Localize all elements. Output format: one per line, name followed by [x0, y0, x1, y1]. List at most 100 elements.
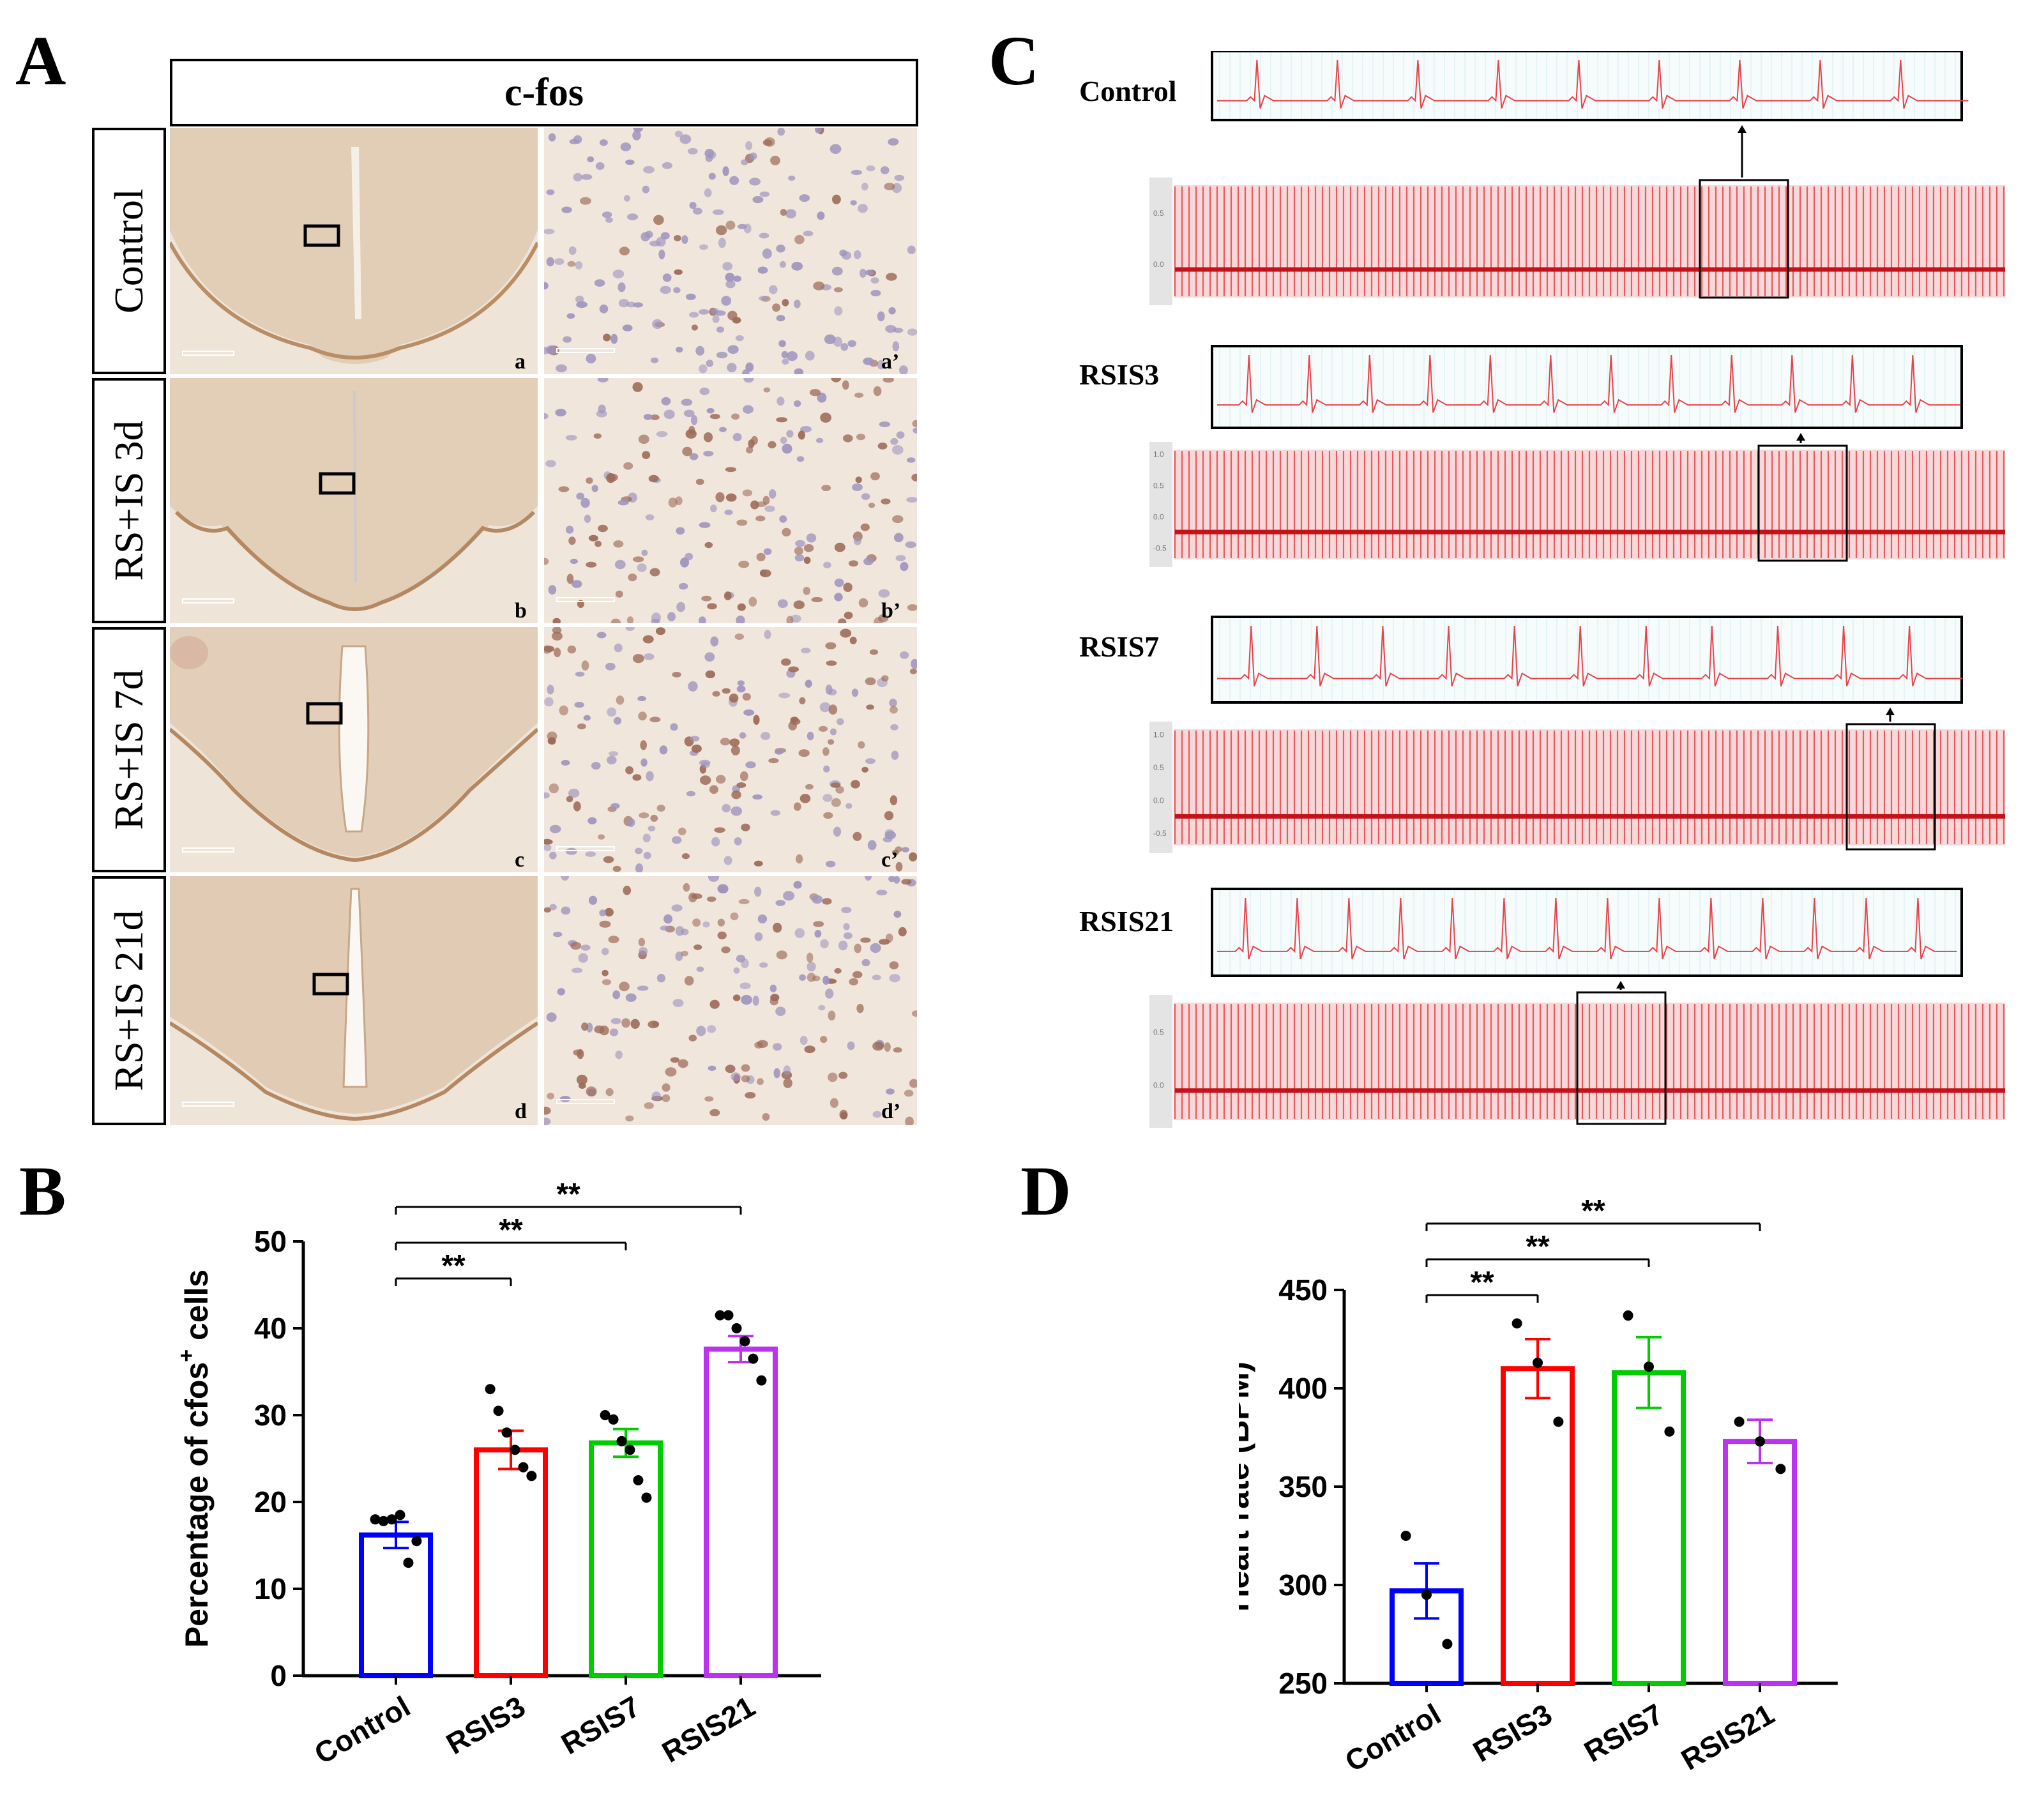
ecg-label-control: Control	[1079, 75, 1177, 107]
significance-label: **	[1581, 1194, 1605, 1228]
ecg-strip-spikes	[1174, 451, 2005, 558]
y-tick-label: 300	[1278, 1568, 1328, 1602]
data-point	[731, 1323, 742, 1333]
ecg-arrow-head	[1796, 433, 1805, 441]
tissue-overview-d	[170, 876, 538, 1125]
panel-a-header-text: c-fos	[504, 70, 584, 114]
ecg-tick-label: 0.5	[1153, 482, 1164, 490]
y-tick-label: 50	[254, 1225, 287, 1258]
ecg-tick-label: 0.5	[1153, 1028, 1164, 1036]
sublabel-b-prime: b’	[881, 599, 901, 623]
ecg-tick-label: 0.0	[1153, 260, 1164, 269]
ecg-zoom-trace	[1217, 625, 1963, 686]
data-point	[616, 1436, 627, 1446]
ecg-axis-strip	[1149, 995, 1172, 1128]
x-tick-label: RSIS21	[656, 1690, 761, 1769]
ecg-zoom-trace	[1217, 59, 1969, 109]
tissue-zoom-b	[544, 378, 917, 623]
panel-b-letter: B	[19, 1152, 66, 1230]
bar-rsis7	[589, 1440, 663, 1678]
chart-b: 0 10 20 30 40 50 Percentage of cfos+ cells Cont…	[174, 1178, 821, 1770]
data-point	[386, 1514, 397, 1525]
data-point	[715, 1310, 725, 1321]
bar-rsis3	[474, 1447, 548, 1678]
significance-label: **	[556, 1178, 580, 1211]
y-tick-label: 450	[1278, 1273, 1328, 1307]
panel-a-letter: A	[15, 22, 66, 100]
data-point	[1533, 1357, 1543, 1368]
data-point	[748, 1353, 759, 1364]
data-point	[493, 1406, 504, 1416]
ecg-tick-label: 1.0	[1153, 731, 1164, 739]
ecg-axis-strip	[1149, 178, 1172, 305]
ecg-tick-label: 0.5	[1153, 209, 1164, 218]
ecg-tick-label: 1.0	[1153, 450, 1164, 459]
y-tick-label: 400	[1278, 1372, 1328, 1405]
data-point	[625, 1445, 635, 1455]
ecg-arrow-head	[1738, 125, 1746, 133]
sublabel-d: d	[515, 1100, 527, 1123]
data-point	[518, 1462, 529, 1473]
x-tick-label: RSIS3	[1467, 1697, 1557, 1769]
data-point	[510, 1445, 520, 1455]
ecg-tick-label: 0.0	[1153, 796, 1164, 805]
data-point	[633, 1475, 644, 1485]
sublabel-d-prime: d’	[881, 1100, 901, 1123]
ecg-zoom-box	[1211, 345, 1963, 429]
ecg-tick-label: -0.5	[1153, 829, 1167, 838]
data-point	[1400, 1531, 1411, 1541]
ecg-traces: 0.5 0.0 1.0 0.5 0.0 -0.5 1.0 0.5 0.0 -0.5 0.5 0.0	[1149, 51, 2005, 1128]
ecg-axis-strip	[1149, 442, 1172, 567]
ecg-tick-label: -0.5	[1153, 544, 1167, 553]
data-point	[1755, 1436, 1765, 1447]
data-point	[370, 1514, 381, 1525]
sublabel-b: b	[515, 599, 527, 623]
data-point	[608, 1414, 619, 1425]
y-tick-label: 40	[254, 1312, 287, 1345]
x-tick-label: RSIS7	[1579, 1697, 1669, 1769]
panel-d-letter: D	[1020, 1152, 1072, 1230]
ecg-arrow-head	[1886, 708, 1895, 715]
sublabel-a: a	[515, 350, 526, 374]
y-tick-label: 20	[254, 1485, 287, 1519]
tissue-zoom-a	[544, 128, 917, 374]
data-point	[723, 1310, 734, 1321]
data-point	[1623, 1310, 1633, 1321]
x-tick-label: RSIS3	[441, 1690, 531, 1761]
x-tick-label: RSIS7	[556, 1690, 646, 1761]
data-point	[526, 1471, 537, 1482]
tissue-zoom-c	[544, 627, 917, 872]
ecg-zoom-box	[1211, 616, 1963, 704]
sublabel-c: c	[515, 848, 525, 872]
ecg-zoom-trace	[1217, 354, 1960, 413]
data-point	[739, 1336, 750, 1347]
row-label-rsis21d: RS+IS 21d	[92, 876, 166, 1125]
data-point	[501, 1427, 512, 1438]
ecg-tick-label: 0.5	[1153, 763, 1164, 772]
chart-d: 250 300 350 400 450 Heart rate (BPM) Control RS…	[1239, 1194, 1838, 1778]
bar-rsis7	[1612, 1370, 1686, 1686]
ecg-arrow-head	[1616, 981, 1625, 989]
bar-rsis21	[704, 1346, 778, 1678]
ecg-selection-box	[1699, 179, 1789, 299]
data-point	[756, 1375, 767, 1386]
data-point	[411, 1536, 422, 1547]
y-tick-label: 350	[1278, 1470, 1328, 1503]
data-point	[403, 1558, 414, 1568]
bar-rsis3	[1501, 1366, 1575, 1686]
sublabel-c-prime: c’	[881, 848, 898, 872]
data-point	[1644, 1361, 1654, 1372]
data-point	[1775, 1464, 1786, 1475]
y-tick-label: 0	[270, 1659, 287, 1692]
tissue-overview-a	[170, 128, 538, 374]
panel-a-header: c-fos	[170, 59, 918, 126]
row-label-rsis3d: RS+IS 3d	[92, 378, 166, 623]
data-point	[1734, 1416, 1745, 1427]
ecg-label-rsis21: RSIS21	[1079, 905, 1174, 937]
ecg-strip-spikes	[1174, 186, 2005, 296]
panel-c-letter: C	[989, 22, 1040, 100]
ecg-tick-label: 0.0	[1153, 513, 1164, 522]
y-axis-label: Heart rate (BPM)	[1239, 1361, 1255, 1612]
tissue-overview-b	[170, 378, 538, 623]
bar-control	[359, 1532, 433, 1678]
